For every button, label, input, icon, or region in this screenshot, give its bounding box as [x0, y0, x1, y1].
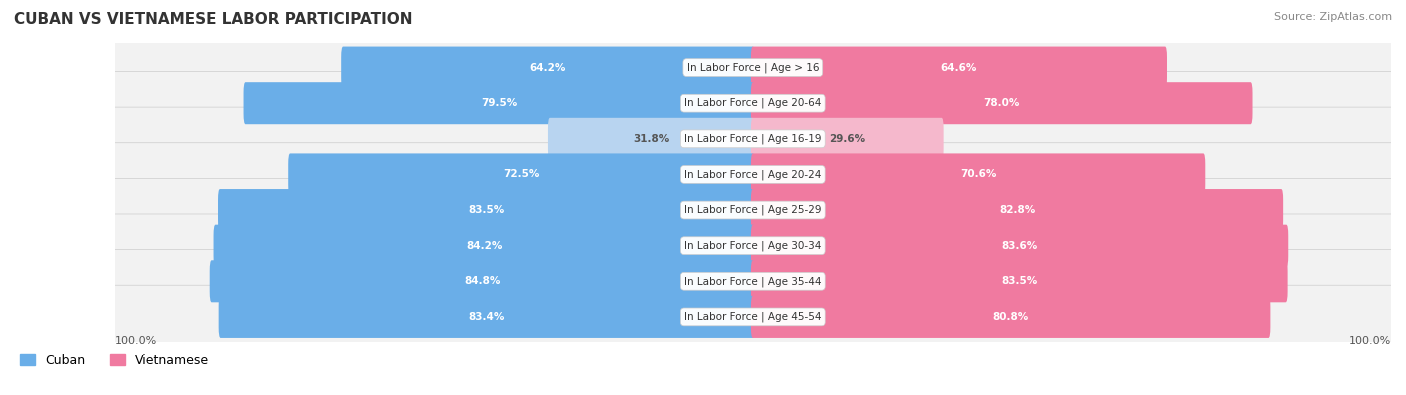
- FancyBboxPatch shape: [111, 143, 1395, 206]
- Text: In Labor Force | Age 16-19: In Labor Force | Age 16-19: [685, 134, 821, 144]
- FancyBboxPatch shape: [209, 260, 755, 302]
- Legend: Cuban, Vietnamese: Cuban, Vietnamese: [15, 348, 214, 372]
- FancyBboxPatch shape: [219, 296, 755, 338]
- Text: 64.2%: 64.2%: [530, 62, 567, 73]
- Text: 72.5%: 72.5%: [503, 169, 540, 179]
- Text: In Labor Force | Age 25-29: In Labor Force | Age 25-29: [685, 205, 821, 215]
- FancyBboxPatch shape: [751, 225, 1288, 267]
- Text: 79.5%: 79.5%: [481, 98, 517, 108]
- FancyBboxPatch shape: [243, 82, 755, 124]
- Text: In Labor Force | Age 45-54: In Labor Force | Age 45-54: [685, 312, 821, 322]
- Text: 83.5%: 83.5%: [468, 205, 505, 215]
- FancyBboxPatch shape: [111, 179, 1395, 242]
- FancyBboxPatch shape: [111, 107, 1395, 171]
- Text: 84.2%: 84.2%: [465, 241, 502, 251]
- Text: 64.6%: 64.6%: [941, 62, 977, 73]
- FancyBboxPatch shape: [751, 296, 1271, 338]
- Text: In Labor Force | Age 35-44: In Labor Force | Age 35-44: [685, 276, 821, 286]
- FancyBboxPatch shape: [288, 153, 755, 196]
- FancyBboxPatch shape: [111, 214, 1395, 277]
- Text: 82.8%: 82.8%: [998, 205, 1035, 215]
- FancyBboxPatch shape: [751, 82, 1253, 124]
- FancyBboxPatch shape: [218, 189, 755, 231]
- Text: In Labor Force | Age 20-64: In Labor Force | Age 20-64: [685, 98, 821, 109]
- FancyBboxPatch shape: [548, 118, 755, 160]
- Text: 70.6%: 70.6%: [960, 169, 997, 179]
- FancyBboxPatch shape: [111, 71, 1395, 135]
- FancyBboxPatch shape: [111, 250, 1395, 313]
- Text: In Labor Force | Age 30-34: In Labor Force | Age 30-34: [685, 241, 821, 251]
- Text: 31.8%: 31.8%: [633, 134, 669, 144]
- Text: In Labor Force | Age > 16: In Labor Force | Age > 16: [686, 62, 820, 73]
- Text: 80.8%: 80.8%: [993, 312, 1029, 322]
- Text: 84.8%: 84.8%: [464, 276, 501, 286]
- FancyBboxPatch shape: [751, 118, 943, 160]
- Text: 29.6%: 29.6%: [830, 134, 865, 144]
- FancyBboxPatch shape: [751, 47, 1167, 88]
- Text: 100.0%: 100.0%: [115, 336, 157, 346]
- Text: 83.6%: 83.6%: [1001, 241, 1038, 251]
- Text: 78.0%: 78.0%: [984, 98, 1019, 108]
- FancyBboxPatch shape: [751, 153, 1205, 196]
- Text: Source: ZipAtlas.com: Source: ZipAtlas.com: [1274, 12, 1392, 22]
- FancyBboxPatch shape: [751, 260, 1288, 302]
- Text: In Labor Force | Age 20-24: In Labor Force | Age 20-24: [685, 169, 821, 180]
- Text: CUBAN VS VIETNAMESE LABOR PARTICIPATION: CUBAN VS VIETNAMESE LABOR PARTICIPATION: [14, 12, 412, 27]
- FancyBboxPatch shape: [214, 225, 755, 267]
- FancyBboxPatch shape: [342, 47, 755, 88]
- Text: 83.4%: 83.4%: [468, 312, 505, 322]
- FancyBboxPatch shape: [111, 36, 1395, 99]
- Text: 100.0%: 100.0%: [1348, 336, 1391, 346]
- FancyBboxPatch shape: [751, 189, 1284, 231]
- FancyBboxPatch shape: [111, 285, 1395, 349]
- Text: 83.5%: 83.5%: [1001, 276, 1038, 286]
